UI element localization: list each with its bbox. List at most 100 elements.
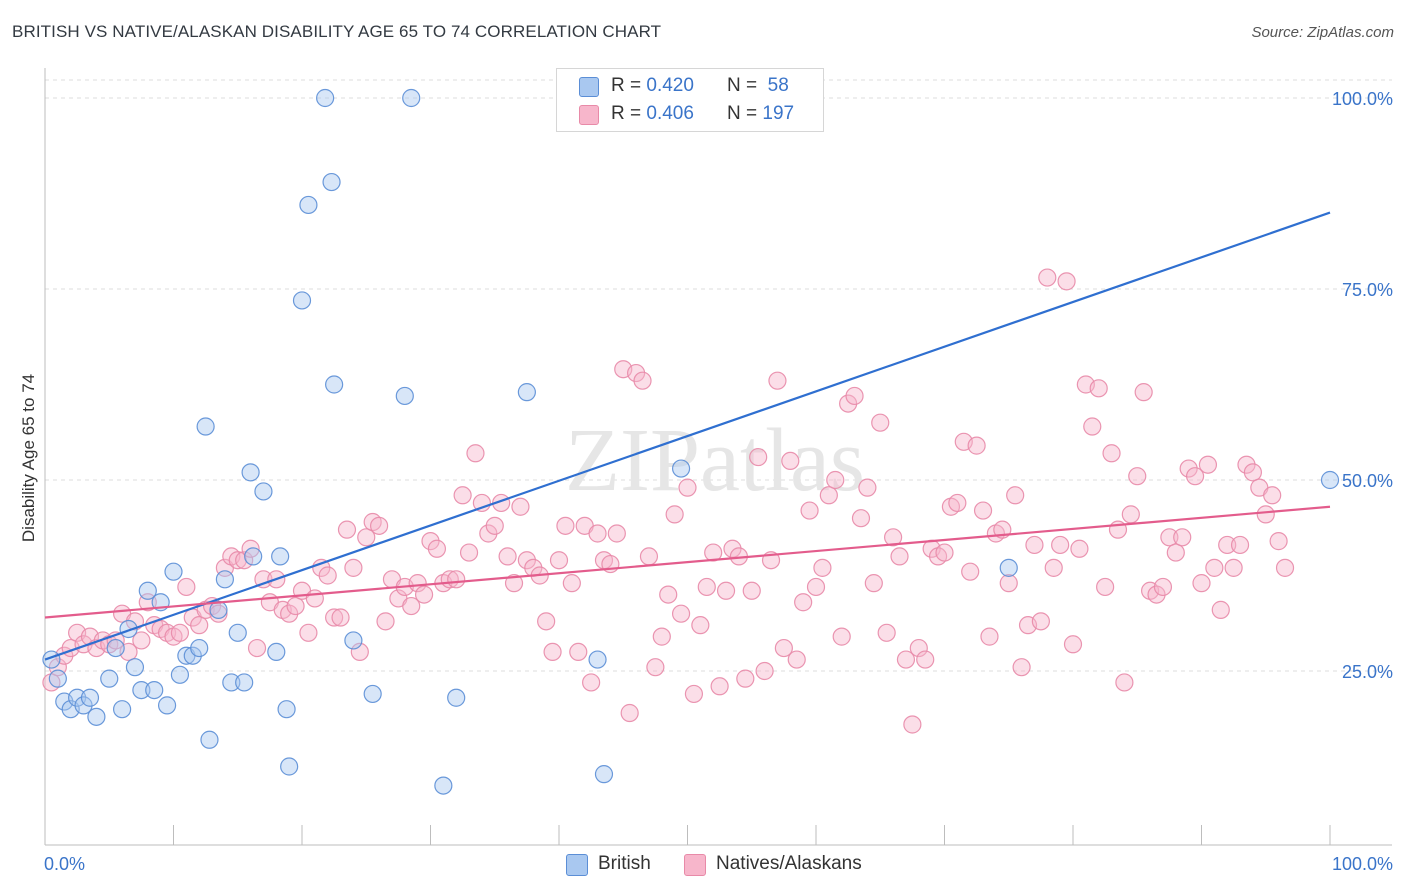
data-point	[132, 680, 151, 700]
data-point	[344, 631, 363, 650]
trend-lines	[44, 211, 1331, 661]
data-point	[325, 375, 344, 394]
data-point	[1230, 535, 1250, 555]
data-point	[190, 638, 209, 658]
data-point	[228, 623, 247, 642]
data-point	[1096, 577, 1115, 597]
data-point	[768, 371, 787, 390]
data-point	[1006, 486, 1025, 505]
legend-r-label: R =	[611, 75, 642, 96]
data-point	[1089, 379, 1108, 398]
data-point	[511, 497, 530, 516]
source-note: Source: ZipAtlas.com	[1251, 24, 1394, 41]
data-point	[498, 547, 517, 566]
data-point	[845, 386, 864, 406]
data-point	[999, 574, 1018, 593]
data-point	[183, 646, 202, 665]
legend-n-value: 58	[767, 75, 789, 96]
trend-line	[44, 211, 1331, 661]
data-point	[1256, 505, 1275, 524]
data-point	[890, 547, 909, 566]
data-point	[1147, 585, 1166, 604]
data-point	[1012, 658, 1031, 677]
data-point	[421, 532, 440, 551]
data-point	[280, 757, 299, 776]
data-point	[909, 638, 928, 658]
x-tick-label: 0.0%	[44, 854, 85, 874]
data-point	[337, 520, 357, 539]
data-point	[1063, 635, 1083, 654]
data-point	[1320, 470, 1340, 490]
data-point	[973, 501, 993, 520]
data-point	[877, 623, 896, 642]
data-point	[594, 765, 614, 784]
data-point	[1038, 268, 1057, 287]
data-point	[1031, 612, 1050, 631]
data-point	[1051, 535, 1070, 555]
data-point	[254, 570, 273, 589]
data-point	[447, 688, 466, 707]
data-point	[267, 642, 286, 662]
data-point	[235, 673, 254, 692]
data-point	[280, 604, 299, 623]
data-point	[427, 539, 447, 558]
data-point	[1134, 383, 1153, 402]
data-point	[961, 562, 980, 581]
data-point	[665, 505, 684, 524]
data-point	[1083, 417, 1102, 436]
data-point	[241, 463, 260, 482]
data-point	[896, 650, 916, 669]
data-point	[286, 596, 305, 616]
data-point	[671, 604, 691, 623]
data-point	[1275, 558, 1295, 577]
data-point	[1211, 600, 1230, 619]
data-point	[569, 642, 588, 662]
data-point	[271, 547, 290, 566]
data-point	[691, 616, 710, 635]
data-point	[322, 172, 341, 192]
data-point	[871, 413, 890, 432]
data-point	[190, 616, 209, 635]
data-point	[395, 386, 414, 406]
data-point	[1044, 558, 1063, 577]
data-point	[588, 524, 607, 543]
y-tick-label: 50.0%	[1342, 471, 1393, 491]
data-point	[68, 688, 87, 707]
data-point	[839, 394, 858, 413]
data-point	[1025, 535, 1044, 555]
data-point	[125, 612, 145, 631]
data-point	[1198, 455, 1218, 474]
data-point	[1166, 543, 1185, 562]
data-point	[299, 195, 318, 215]
data-point	[646, 658, 665, 677]
data-point	[370, 516, 389, 535]
data-point	[215, 570, 234, 589]
data-point	[112, 700, 132, 719]
y-tick-labels: 25.0% 50.0% 75.0% 100.0%	[1332, 89, 1393, 682]
x-tick-label: 100.0%	[1332, 854, 1393, 874]
legend-r-value: 0.420	[646, 75, 694, 96]
data-point	[1102, 444, 1121, 463]
data-point	[858, 478, 877, 497]
legend-r-value: 0.406	[646, 103, 694, 124]
data-point	[864, 574, 883, 593]
data-point	[659, 585, 678, 604]
data-point	[543, 642, 562, 662]
data-point	[916, 650, 935, 669]
data-point	[607, 524, 626, 543]
data-point	[1224, 558, 1243, 577]
data-point	[357, 528, 376, 547]
data-point	[376, 612, 395, 631]
data-point	[684, 684, 704, 704]
data-point	[1243, 463, 1263, 482]
data-point	[704, 543, 723, 562]
data-point	[806, 577, 826, 597]
data-point	[459, 543, 479, 562]
data-point	[331, 608, 350, 627]
data-point	[222, 673, 241, 692]
data-point	[119, 619, 138, 639]
correlation-legend: R = 0.420 N = 58 R = 0.406 N = 197	[556, 68, 824, 132]
data-point	[164, 562, 183, 581]
axes	[44, 68, 1392, 846]
